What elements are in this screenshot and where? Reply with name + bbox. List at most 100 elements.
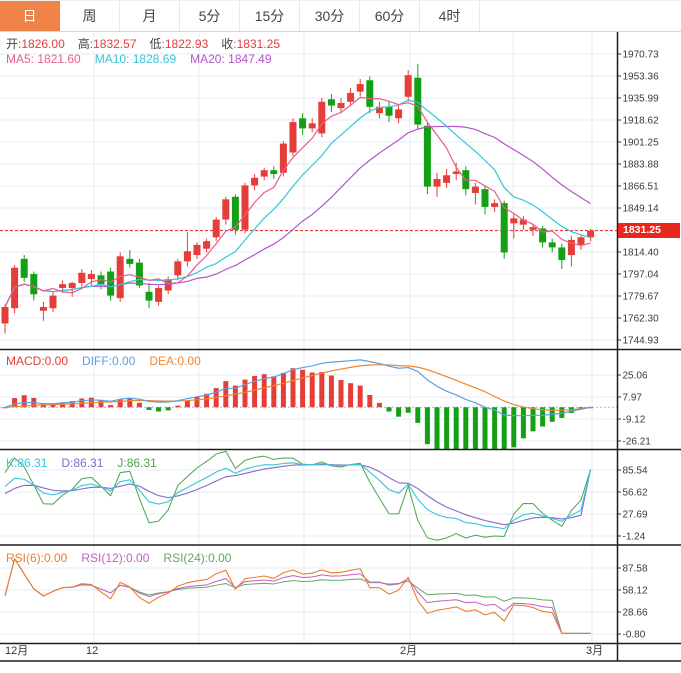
macd-bar xyxy=(108,405,114,408)
macd-bar xyxy=(559,407,565,418)
tab-60min[interactable]: 60分 xyxy=(360,1,420,31)
tab-4hour[interactable]: 4时 xyxy=(420,1,480,31)
y-axis-label: 1918.62 xyxy=(623,116,660,127)
close-readout: 收1831.25 xyxy=(221,37,280,51)
y-axis-label: -9.12 xyxy=(623,415,646,426)
candle xyxy=(347,92,355,102)
rsi-layer xyxy=(4,558,591,634)
y-axis-label: 58.12 xyxy=(623,586,648,597)
macd-bar xyxy=(424,407,430,445)
high-readout: 高1832.57 xyxy=(78,37,137,51)
candle xyxy=(49,295,57,309)
y-axis-label: 85.54 xyxy=(623,466,648,477)
diff-value: DIFF:0.00 xyxy=(82,354,136,368)
y-axis-label: 1744.93 xyxy=(623,336,660,347)
macd-bar xyxy=(184,400,190,408)
macd-bar xyxy=(280,372,286,408)
candle xyxy=(251,177,259,186)
candle xyxy=(126,258,134,264)
macd-legend: MACD:0.00 DIFF:0.00 DEA:0.00 xyxy=(6,354,215,368)
k-value: K:86.31 xyxy=(6,456,48,470)
macd-bar xyxy=(252,376,258,408)
candle xyxy=(491,203,499,207)
y-axis-label: 1883.88 xyxy=(623,160,660,171)
x-axis-label: 2月 xyxy=(400,645,418,657)
y-axis-label: 1953.36 xyxy=(623,72,660,83)
tab-5min[interactable]: 5分 xyxy=(180,1,240,31)
macd-bar xyxy=(376,402,382,408)
macd-bar xyxy=(194,396,200,408)
last-price-badge: 1831.25 xyxy=(618,223,680,238)
x-axis-label: 12月 xyxy=(5,645,29,657)
macd-bar xyxy=(21,395,27,408)
macd-bar xyxy=(472,407,478,449)
timeframe-tabbar: 日 周 月 5分 15分 30分 60分 4时 xyxy=(0,0,681,32)
macd-bar xyxy=(204,393,210,408)
y-axis-label: 1970.73 xyxy=(623,50,660,61)
macd-bar xyxy=(530,407,536,432)
macd-bar xyxy=(367,395,373,408)
macd-bar xyxy=(511,407,517,448)
candle xyxy=(471,186,479,193)
candle xyxy=(39,306,47,311)
candle xyxy=(68,282,76,288)
y-axis-label: -26.21 xyxy=(623,437,652,448)
macd-bar xyxy=(242,379,248,408)
y-axis-label: -1.24 xyxy=(623,532,646,543)
candle xyxy=(366,80,374,107)
macd-bar xyxy=(520,407,526,439)
ma10-value: MA10: 1828.69 xyxy=(94,52,177,66)
macd-bar xyxy=(482,407,488,449)
macd-bar xyxy=(386,407,392,412)
candle xyxy=(385,106,393,116)
y-axis-label: 1849.14 xyxy=(623,204,660,215)
candle xyxy=(59,284,67,288)
macd-bar xyxy=(501,407,507,449)
candle xyxy=(395,109,403,119)
tab-30min[interactable]: 30分 xyxy=(300,1,360,31)
candle xyxy=(529,227,537,230)
macd-bar xyxy=(146,407,152,410)
macd-bar xyxy=(444,407,450,449)
macd-bar xyxy=(328,375,334,408)
candle xyxy=(327,99,335,106)
macd-bar xyxy=(300,369,306,408)
candle xyxy=(452,171,460,174)
candle xyxy=(78,272,86,283)
axis-labels: 1970.73 1953.36 1935.99 1918.62 1901.25 1883.… xyxy=(617,50,659,641)
grid-layer xyxy=(0,33,617,643)
macd-bar xyxy=(232,385,238,408)
y-axis-label: 1762.30 xyxy=(623,314,660,325)
macd-bar xyxy=(127,397,133,408)
candle xyxy=(1,306,9,324)
tab-day[interactable]: 日 xyxy=(0,1,60,31)
y-axis-label: 1814.40 xyxy=(623,248,660,259)
ohlc-readout: 开1826.00 高1832.57 低1822.93 收1831.25 xyxy=(6,37,293,51)
candle xyxy=(20,258,28,278)
macd-bar xyxy=(415,407,421,423)
candle xyxy=(30,274,38,295)
candle xyxy=(423,125,431,187)
rsi6-value: RSI(6):0.00 xyxy=(6,551,68,565)
candle xyxy=(270,170,278,174)
macd-bar xyxy=(290,368,296,408)
tab-week[interactable]: 周 xyxy=(60,1,120,31)
candle xyxy=(558,247,566,261)
candle xyxy=(356,84,364,92)
ma-lines xyxy=(4,96,591,308)
low-readout: 低1822.93 xyxy=(150,37,209,51)
d-value: D:86.31 xyxy=(61,456,104,470)
macd-bar xyxy=(348,383,354,408)
candle xyxy=(299,118,307,129)
macd-bar xyxy=(12,398,18,408)
dividers xyxy=(0,32,681,662)
candle xyxy=(212,219,220,238)
tab-15min[interactable]: 15分 xyxy=(240,1,300,31)
tab-month[interactable]: 月 xyxy=(120,1,180,31)
macd-bar xyxy=(396,407,402,417)
candle xyxy=(587,230,595,238)
y-axis-label: 25.06 xyxy=(623,371,648,382)
y-axis-label: -0.80 xyxy=(623,630,646,641)
